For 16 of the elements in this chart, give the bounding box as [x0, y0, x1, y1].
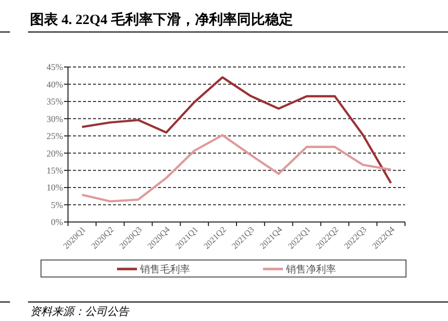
y-tick-label: 15%: [46, 165, 64, 176]
y-tick-label: 10%: [46, 182, 64, 193]
y-tick-label: 25%: [46, 131, 64, 142]
y-tick-label: 35%: [46, 96, 64, 107]
line-series: [80, 134, 392, 202]
legend-label: 销售毛利率: [139, 264, 190, 276]
y-tick-label: 40%: [46, 79, 64, 90]
y-tick-label: 45%: [46, 62, 64, 72]
y-tick-label: 5%: [51, 200, 64, 210]
y-tick-label: 0%: [51, 217, 64, 228]
y-tick-label: 30%: [46, 114, 64, 124]
line-series: [80, 76, 392, 184]
legend-label: 销售净利率: [285, 264, 336, 276]
chart-title: 图表 4. 22Q4 毛利率下滑，净利率同比稳定: [30, 11, 293, 28]
y-tick-label: 20%: [46, 148, 64, 158]
text: 资料来源：公司公告: [30, 305, 130, 318]
